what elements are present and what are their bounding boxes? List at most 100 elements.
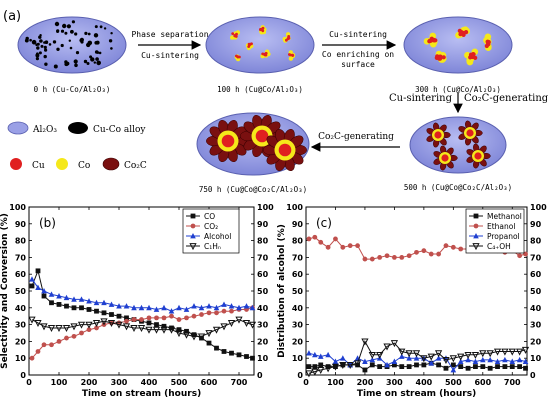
data-point-triangle [198, 304, 205, 311]
data-point-square [244, 354, 249, 359]
data-point-triangle [494, 358, 501, 364]
y-tick-label: 60 [15, 270, 27, 279]
y-tick-label: 100 [286, 203, 303, 212]
arrow-bottom-text-2: surface [341, 60, 375, 69]
data-point-circle [450, 244, 456, 250]
data-point-triangle [35, 284, 41, 291]
y-tick-label-right: 60 [530, 270, 542, 279]
legend-label: CO₂ [204, 222, 218, 231]
data-point-square [64, 303, 69, 309]
alloy-particle [99, 25, 103, 29]
data-point-square [116, 313, 122, 319]
data-point-triangle-down [47, 325, 56, 333]
y-tick-label-right: 20 [530, 337, 542, 346]
alloy-particle [110, 32, 113, 35]
alloy-particle [39, 39, 43, 43]
x-tick-label: 100 [51, 378, 68, 387]
data-point-triangle-down [398, 348, 406, 356]
data-point-circle [221, 308, 227, 314]
x-axis-label: Time on stream (hours) [82, 389, 201, 399]
alloy-particle [29, 38, 32, 42]
alloy-particle [36, 46, 40, 50]
data-point-triangle-down [137, 325, 146, 333]
data-point-triangle-down [508, 348, 516, 356]
data-point-circle [176, 317, 182, 322]
data-point-triangle [516, 356, 523, 363]
data-point-triangle-down [457, 353, 465, 361]
data-point-circle [399, 255, 405, 260]
x-tick-label: 500 [445, 378, 462, 387]
data-point-triangle [131, 304, 137, 311]
data-point-square [94, 308, 99, 314]
data-point-triangle [332, 358, 339, 364]
alloy-particle [93, 61, 97, 64]
data-point-square [199, 335, 204, 341]
cu-particle [247, 42, 251, 46]
x-tick-label: 200 [81, 378, 98, 387]
stage-caption: 100 h (Cu@Co/Al₂O₃) [217, 85, 303, 94]
data-point-triangle-down [175, 330, 183, 338]
alloy-particle [48, 43, 52, 46]
data-point-circle [35, 349, 41, 354]
data-point-circle [384, 253, 390, 259]
alloy-particle [68, 39, 72, 42]
data-point-triangle-down [346, 362, 354, 370]
data-point-triangle-down [55, 325, 63, 333]
data-point-triangle-down [190, 333, 198, 341]
data-point-square [523, 365, 528, 371]
y-tick-label: 50 [292, 287, 304, 296]
data-point-triangle [306, 350, 312, 356]
alloy-particle [87, 32, 91, 36]
y-tick-label: 0 [297, 371, 303, 380]
data-point-triangle-down [376, 351, 384, 359]
alloy-particle [75, 51, 80, 55]
data-point-triangle [435, 355, 442, 361]
arrow-phase-separation: Phase separation Cu-sintering [131, 30, 208, 60]
data-point-square [236, 352, 242, 358]
y-tick-label-right: 50 [530, 287, 542, 296]
data-point-triangle-down [472, 243, 480, 251]
data-point-triangle-down [324, 365, 332, 373]
data-point-triangle [502, 356, 508, 363]
x-tick-label: 0 [26, 378, 32, 387]
data-point-square [146, 320, 152, 326]
data-point-circle [49, 342, 54, 348]
data-point-triangle [428, 360, 435, 366]
data-point-square [306, 364, 312, 369]
alumina-support [403, 16, 513, 74]
data-point-triangle-down [311, 368, 319, 376]
y-tick-label-right: 0 [257, 371, 263, 380]
series-2 [29, 276, 256, 314]
alloy-particle [53, 64, 58, 69]
data-point-triangle-down [501, 348, 509, 356]
y-tick-label-right: 70 [257, 253, 269, 262]
y-tick-label: 50 [15, 287, 27, 296]
data-point-square [502, 364, 508, 369]
data-point-triangle [116, 303, 122, 309]
data-point-square [71, 305, 77, 311]
data-point-triangle-down [62, 325, 71, 333]
y-tick-label-right: 90 [530, 220, 542, 229]
data-point-triangle-down [92, 320, 101, 328]
data-point-square [406, 364, 412, 369]
data-point-triangle-down [152, 326, 161, 334]
data-point-circle [206, 310, 212, 316]
cu-particle [485, 41, 491, 47]
alloy-particle [36, 52, 39, 56]
data-point-triangle [183, 306, 190, 312]
legend-label: C₄₊OH [487, 242, 511, 251]
x-tick-label: 500 [171, 378, 188, 387]
data-point-square [325, 364, 331, 369]
y-tick-label-right: 30 [257, 321, 269, 330]
stage-caption: 750 h (Cu@Co@Co₂C/Al₂O₃) [199, 185, 307, 194]
stage-300h: 300 h (Cu@Co/Al₂O₃) [403, 16, 513, 94]
data-point-triangle [465, 356, 471, 363]
series-3 [28, 316, 257, 341]
y-tick-label: 100 [9, 203, 26, 212]
data-point-circle [436, 251, 441, 257]
cu-particle [427, 39, 432, 44]
data-point-triangle-down [235, 316, 243, 324]
